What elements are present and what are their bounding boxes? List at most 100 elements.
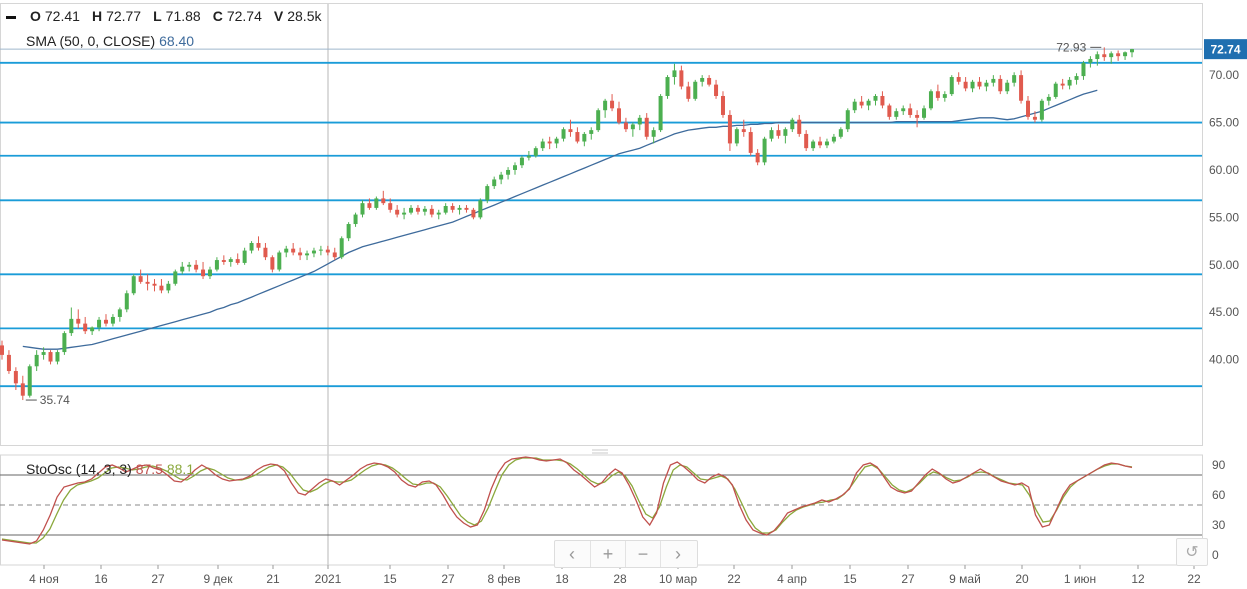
candle-body [776,130,781,136]
candle-body [901,108,906,112]
candle [6,350,11,374]
candle-body [741,129,746,133]
candle-body [1088,59,1093,63]
candle [1088,56,1093,68]
candle [1053,81,1058,99]
candle-body [526,155,531,158]
candle-body [374,198,379,208]
price-tick-label: 45.00 [1209,305,1239,319]
last-price-tag [1204,39,1247,60]
candle-body [651,130,656,137]
candle-body [596,110,601,131]
candle-body [360,203,365,215]
candle [346,222,351,242]
candle [561,127,566,142]
candle [1060,78,1065,90]
candle [589,127,594,140]
candle [582,132,587,147]
candle [263,242,268,261]
sma-legend[interactable]: SMA (50, 0, CLOSE) 68.40 [26,33,194,49]
candle-body [422,208,427,212]
candle-body [589,130,594,134]
candle [305,250,310,261]
candle [311,247,316,258]
candle [977,77,982,90]
stoch-legend[interactable]: StoOsc (14, 3, 3) 87.5 88.1 [26,461,194,477]
reset-icon[interactable]: ↺ [1176,538,1208,566]
chevron-right-icon[interactable]: › [660,541,695,567]
candle-body [1060,83,1065,86]
candle-body [714,84,719,96]
candle-body [630,124,635,130]
plus-icon[interactable]: + [590,541,625,567]
x-tick-label: 12 [1131,572,1145,586]
candle-body [610,100,615,109]
candle-body [748,132,753,153]
candle-body [305,253,310,256]
candle [942,91,947,102]
candle-body [27,366,32,396]
candle [124,290,129,313]
candle-body [582,133,587,142]
candle-body [1109,53,1114,58]
candle-body [838,129,843,137]
dash-icon [6,15,16,19]
candle [845,108,850,133]
candle [360,200,365,218]
candle [824,138,829,149]
candle-body [332,252,337,258]
candle [526,151,531,161]
candle [915,110,920,128]
price-tick-label: 65.00 [1209,116,1239,130]
candle [1026,95,1031,120]
candle-body [325,249,330,253]
price-tick-label: 40.00 [1209,353,1239,367]
candle [1116,50,1121,61]
candle-body [873,95,878,101]
candle-body [769,130,774,139]
candle-body [693,81,698,99]
x-tick-label: 15 [383,572,397,586]
candle [325,245,330,256]
candle-body [1053,83,1058,97]
candle-body [658,95,663,131]
candle [450,203,455,213]
candle [970,79,975,93]
candle-body [499,174,504,180]
candle [180,261,185,275]
candle [13,367,18,390]
candle [277,250,282,272]
candle [374,196,379,210]
candle [991,75,996,87]
candle-body [311,250,316,254]
candle [665,75,670,99]
x-tick-label: 28 [613,572,627,586]
candle-body [1095,54,1100,60]
candle-body [214,260,219,270]
candle [554,136,559,149]
x-tick-label: 27 [901,572,915,586]
candle [353,212,358,227]
candle [27,364,32,398]
candle-body [1130,49,1134,53]
minus-icon[interactable]: − [625,541,660,567]
candle [707,75,712,87]
candle [804,130,809,151]
chevron-left-icon[interactable]: ‹ [569,543,575,564]
candle [117,307,122,322]
candle [922,105,927,120]
candle-body [235,259,240,263]
open-label: O [30,8,41,24]
candle [1102,47,1107,61]
candle [422,206,427,216]
candle [984,79,989,92]
candle-body [83,323,88,332]
high-marker-label: 72.93 [1056,40,1086,54]
candle-body [866,100,871,106]
candle-body [1039,100,1044,120]
candle [831,133,836,144]
candle-body [852,101,857,111]
candle-body [166,283,171,291]
